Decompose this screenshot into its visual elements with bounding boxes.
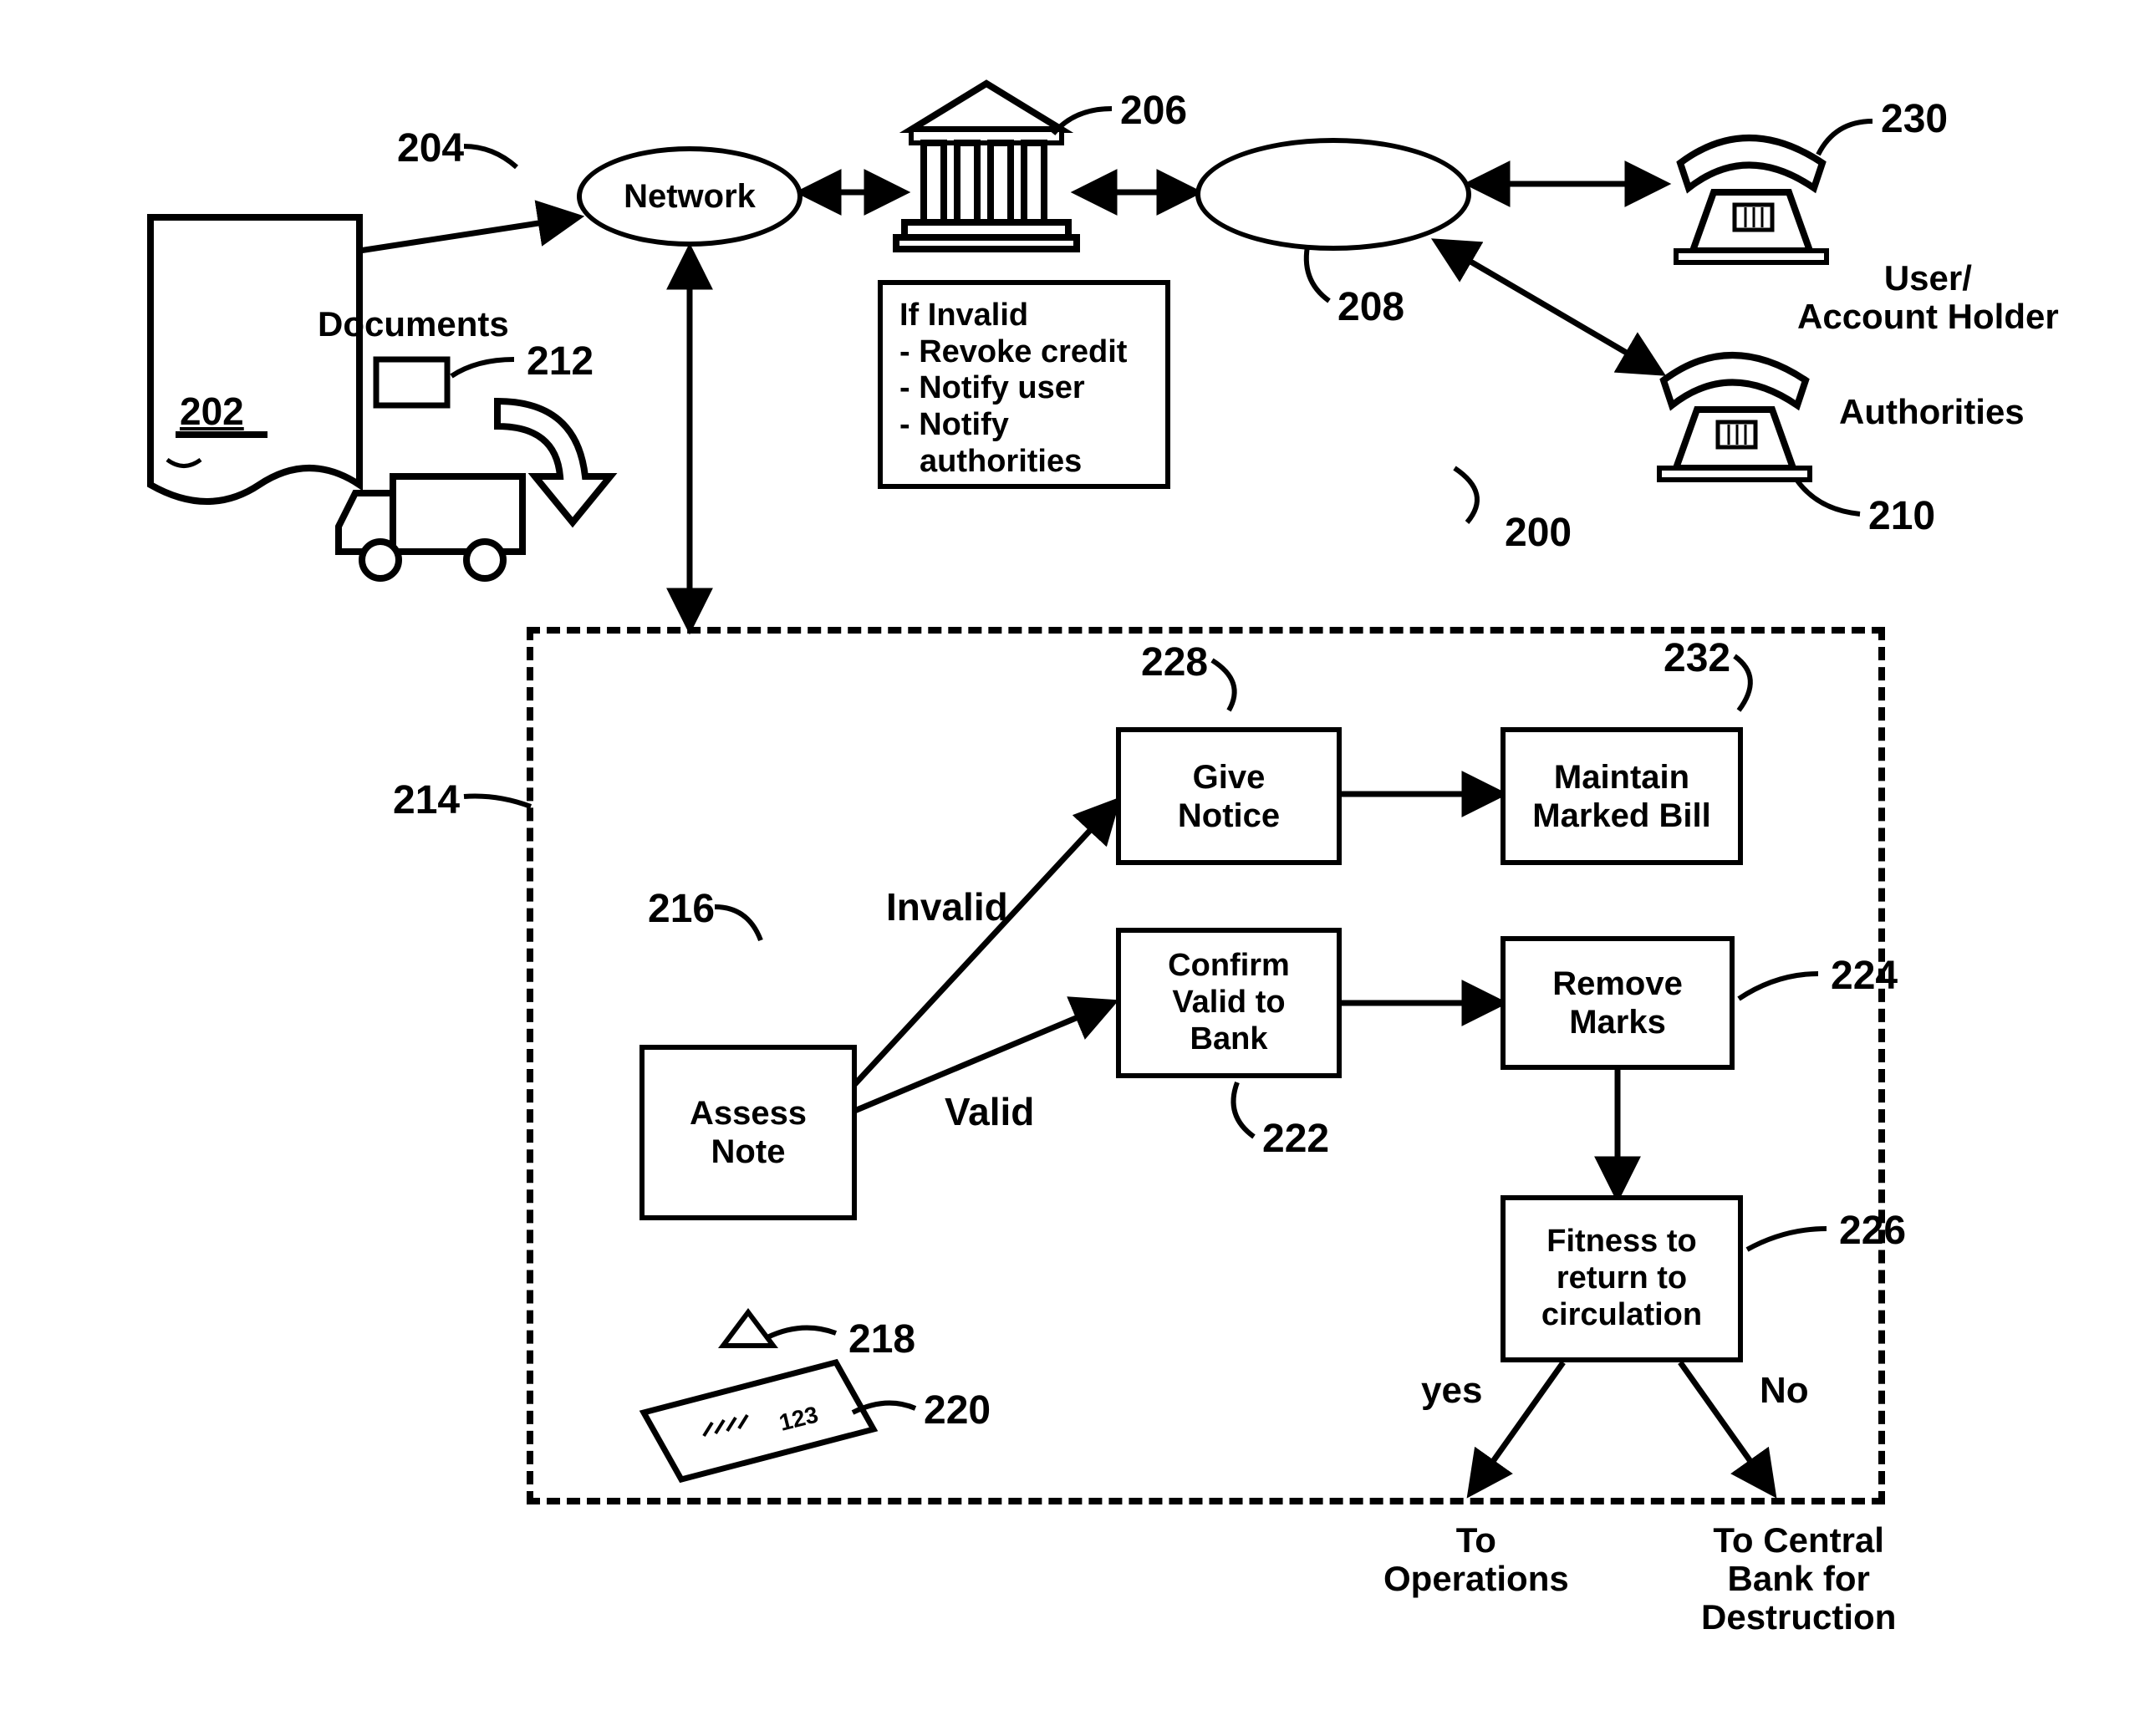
assess-note-box: Assess Note <box>639 1045 857 1220</box>
give-notice-box: Give Notice <box>1116 727 1342 865</box>
label-yes: yes <box>1421 1371 1482 1411</box>
maintain-bill-box: Maintain Marked Bill <box>1501 727 1743 865</box>
phone-icon-auth <box>1659 355 1810 480</box>
fitness-label: Fitness to return to circulation <box>1541 1224 1702 1333</box>
document-shape <box>150 217 359 501</box>
fitness-box: Fitness to return to circulation <box>1501 1195 1743 1362</box>
label-no: No <box>1760 1371 1809 1411</box>
diagram-canvas: 123 <box>0 0 2140 1736</box>
camera-icon <box>376 359 447 405</box>
label-invalid: Invalid <box>886 886 1008 929</box>
label-to-central: To Central Bank for Destruction <box>1701 1521 1896 1637</box>
label-to-ops: To Operations <box>1383 1521 1569 1598</box>
network-label: Network <box>624 178 756 216</box>
ref-202: 202 <box>180 389 244 434</box>
label-documents: Documents <box>318 305 509 344</box>
ref-208: 208 <box>1338 284 1404 330</box>
assess-note-label: Assess Note <box>690 1094 807 1171</box>
ref-222: 222 <box>1262 1116 1329 1162</box>
give-notice-label: Give Notice <box>1178 758 1280 835</box>
remove-marks-box: Remove Marks <box>1501 936 1735 1070</box>
ref-232: 232 <box>1664 635 1730 681</box>
ref-218: 218 <box>848 1316 915 1362</box>
ref-228: 228 <box>1141 639 1208 685</box>
truck-icon <box>339 401 610 578</box>
maintain-bill-label: Maintain Marked Bill <box>1532 758 1710 835</box>
network-node: Network <box>577 146 802 247</box>
label-authorities: Authorities <box>1839 393 2025 431</box>
ref-224: 224 <box>1831 953 1898 999</box>
info-line-3: - Notify <box>899 407 1009 444</box>
info-line-4: authorities <box>899 444 1082 481</box>
label-valid: Valid <box>945 1091 1034 1133</box>
ref-226: 226 <box>1839 1208 1906 1254</box>
info-line-0: If Invalid <box>899 298 1028 334</box>
info-line-2: - Notify user <box>899 370 1085 407</box>
confirm-valid-box: Confirm Valid to Bank <box>1116 928 1342 1078</box>
info-box: If Invalid - Revoke credit - Notify user… <box>878 280 1170 489</box>
cloud-node <box>1195 138 1471 251</box>
ref-204: 204 <box>397 125 464 171</box>
bank-icon <box>896 84 1077 249</box>
label-user-holder: User/ Account Holder <box>1797 259 2059 336</box>
confirm-valid-label: Confirm Valid to Bank <box>1168 948 1290 1057</box>
ref-216: 216 <box>648 886 715 932</box>
ref-200: 200 <box>1505 510 1572 556</box>
ref-206: 206 <box>1120 88 1187 134</box>
info-line-1: - Revoke credit <box>899 334 1127 371</box>
ref-230: 230 <box>1881 96 1948 142</box>
ref-210: 210 <box>1868 493 1935 539</box>
remove-marks-label: Remove Marks <box>1552 965 1683 1041</box>
ref-212: 212 <box>527 339 594 384</box>
phone-icon-user <box>1676 138 1827 262</box>
ref-214: 214 <box>393 777 460 823</box>
ref-220: 220 <box>924 1387 991 1433</box>
